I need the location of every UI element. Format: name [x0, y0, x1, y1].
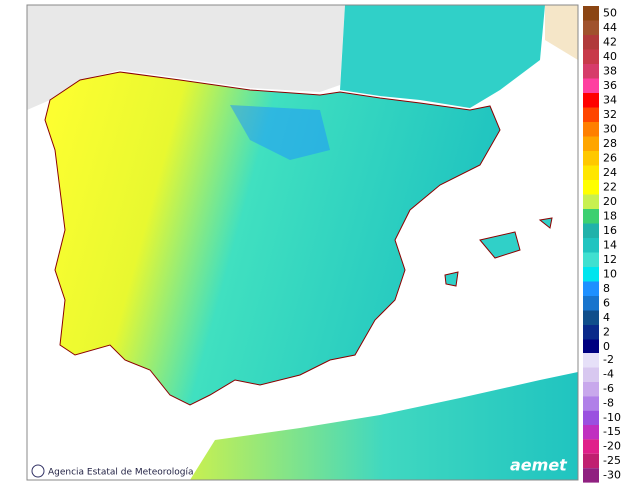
legend-label: 28 [603, 137, 617, 150]
legend-label: 22 [603, 180, 617, 193]
legend-swatch [583, 122, 599, 137]
legend-label: 42 [603, 35, 617, 48]
north-africa [190, 372, 578, 480]
legend-label: -15 [603, 425, 621, 438]
map-border [26, 4, 579, 481]
legend: 5044424038363432302826242220181614121086… [583, 6, 621, 483]
legend-swatch [583, 281, 599, 296]
legend-label: 26 [603, 151, 617, 164]
legend-swatch [583, 165, 599, 180]
legend-swatch [583, 410, 599, 425]
legend-swatch [583, 6, 599, 21]
legend-label: 12 [603, 253, 617, 266]
legend-label: 50 [603, 6, 617, 19]
legend-swatch [583, 107, 599, 122]
legend-label: 34 [603, 93, 617, 106]
legend-label: -25 [603, 454, 621, 467]
legend-label: 8 [603, 282, 610, 295]
legend-swatch [583, 252, 599, 267]
legend-swatch [583, 180, 599, 195]
legend-label: 38 [603, 64, 617, 77]
legend-label: -20 [603, 440, 621, 453]
legend-swatch [583, 49, 599, 64]
legend-swatch [583, 453, 599, 469]
legend-swatch [583, 296, 599, 311]
legend-swatch [583, 35, 599, 50]
legend-label: 44 [603, 21, 617, 34]
legend-label: 18 [603, 209, 617, 222]
menorca [538, 217, 553, 229]
legend-swatch [583, 136, 599, 151]
legend-label: 16 [603, 224, 617, 237]
legend-swatch [583, 151, 599, 166]
legend-label: 6 [603, 296, 610, 309]
background-land [27, 5, 345, 110]
legend-label: 32 [603, 108, 617, 121]
legend-label: 40 [603, 50, 617, 63]
legend-swatch [583, 64, 599, 79]
legend-label: 36 [603, 79, 617, 92]
legend-label: 30 [603, 122, 617, 135]
legend-swatch [583, 93, 599, 108]
copyright-icon [31, 464, 45, 478]
east-land [545, 5, 578, 60]
legend-swatch [583, 194, 599, 209]
legend-swatch [583, 367, 599, 382]
credit: Agencia Estatal de Meteorología [48, 468, 194, 478]
legend-label: 0 [603, 340, 610, 353]
france [340, 5, 545, 108]
legend-label: 14 [603, 238, 617, 251]
legend-label: -4 [603, 368, 614, 381]
legend-swatch [583, 209, 599, 224]
legend-label: -6 [603, 382, 614, 395]
iberian-peninsula [44, 71, 501, 406]
legend-label: 4 [603, 311, 610, 324]
legend-swatch [583, 353, 599, 368]
legend-label: -30 [603, 468, 621, 481]
legend-swatch [583, 425, 599, 440]
legend-swatch [583, 325, 599, 340]
legend-swatch [583, 381, 599, 397]
legend-swatch [583, 238, 599, 253]
legend-swatch [583, 339, 599, 354]
legend-swatch [583, 20, 599, 35]
legend-swatch [583, 310, 599, 325]
legend-swatch [583, 223, 599, 238]
legend-swatch [583, 78, 599, 93]
legend-label: -2 [603, 353, 614, 366]
legend-swatch [583, 439, 599, 454]
ibiza [444, 271, 459, 287]
legend-label: 24 [603, 166, 617, 179]
legend-label: 2 [603, 325, 610, 338]
cold-zone [230, 105, 330, 160]
legend-label: 20 [603, 195, 617, 208]
legend-swatch [583, 396, 599, 411]
legend-label: -10 [603, 411, 621, 424]
legend-swatch [583, 468, 599, 483]
legend-label: 10 [603, 267, 617, 280]
mallorca [479, 231, 521, 259]
logo: aemet [510, 456, 568, 475]
legend-label: -8 [603, 396, 614, 409]
legend-swatch [583, 267, 599, 282]
